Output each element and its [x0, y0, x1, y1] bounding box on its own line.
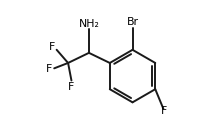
Text: F: F	[49, 42, 55, 52]
Text: Br: Br	[127, 17, 139, 27]
Text: F: F	[161, 106, 167, 116]
Text: NH₂: NH₂	[79, 19, 99, 29]
Text: F: F	[68, 82, 75, 92]
Text: F: F	[46, 64, 52, 74]
